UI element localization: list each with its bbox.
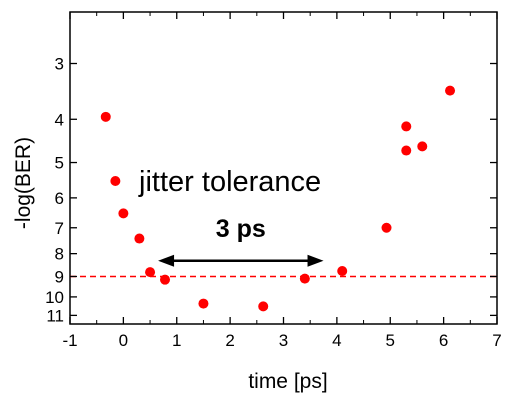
y-tick-label: 3 bbox=[55, 55, 64, 74]
x-tick-label: 6 bbox=[439, 331, 448, 350]
x-tick-label: 5 bbox=[386, 331, 395, 350]
y-tick-label: 7 bbox=[55, 219, 64, 238]
x-axis-ticks: -1 0 1 2 3 4 5 6 7 bbox=[62, 12, 502, 350]
span-arrow-head-right bbox=[307, 254, 324, 267]
data-point bbox=[110, 176, 121, 187]
y-tick-label: 11 bbox=[46, 306, 64, 325]
x-tick-label: 2 bbox=[225, 331, 234, 350]
y-tick-label: 9 bbox=[55, 267, 64, 286]
y-tick-label: 6 bbox=[55, 189, 64, 208]
data-point bbox=[100, 111, 111, 122]
data-point bbox=[134, 233, 145, 244]
x-tick-label: 0 bbox=[119, 331, 128, 350]
data-point bbox=[160, 274, 171, 285]
x-tick-label: -1 bbox=[62, 331, 77, 350]
data-point bbox=[401, 121, 412, 132]
data-point bbox=[381, 222, 392, 233]
span-arrow-head-left bbox=[158, 254, 175, 267]
data-point bbox=[401, 145, 412, 156]
data-point bbox=[445, 85, 456, 96]
y-axis-label: -log(BER) bbox=[12, 137, 35, 229]
data-point bbox=[299, 273, 310, 284]
y-tick-label: 5 bbox=[55, 154, 64, 173]
x-axis-label: time [ps] bbox=[248, 370, 327, 393]
span-double-arrow bbox=[158, 254, 324, 267]
annotation-jitter-tolerance: jitter tolerance bbox=[138, 166, 321, 198]
y-tick-label: 10 bbox=[45, 288, 64, 307]
y-tick-label: 8 bbox=[55, 245, 64, 264]
data-point bbox=[118, 208, 129, 219]
y-tick-label: 4 bbox=[55, 110, 64, 129]
x-tick-label: 4 bbox=[332, 331, 341, 350]
x-tick-label: 7 bbox=[492, 331, 501, 350]
data-point bbox=[417, 141, 428, 152]
data-point bbox=[198, 298, 209, 309]
data-point bbox=[337, 266, 348, 277]
x-tick-label: 1 bbox=[172, 331, 181, 350]
data-point bbox=[145, 267, 156, 278]
data-point bbox=[258, 301, 269, 312]
x-tick-label: 3 bbox=[279, 331, 288, 350]
data-points bbox=[100, 85, 456, 312]
annotation-span-label: 3 ps bbox=[216, 215, 266, 243]
